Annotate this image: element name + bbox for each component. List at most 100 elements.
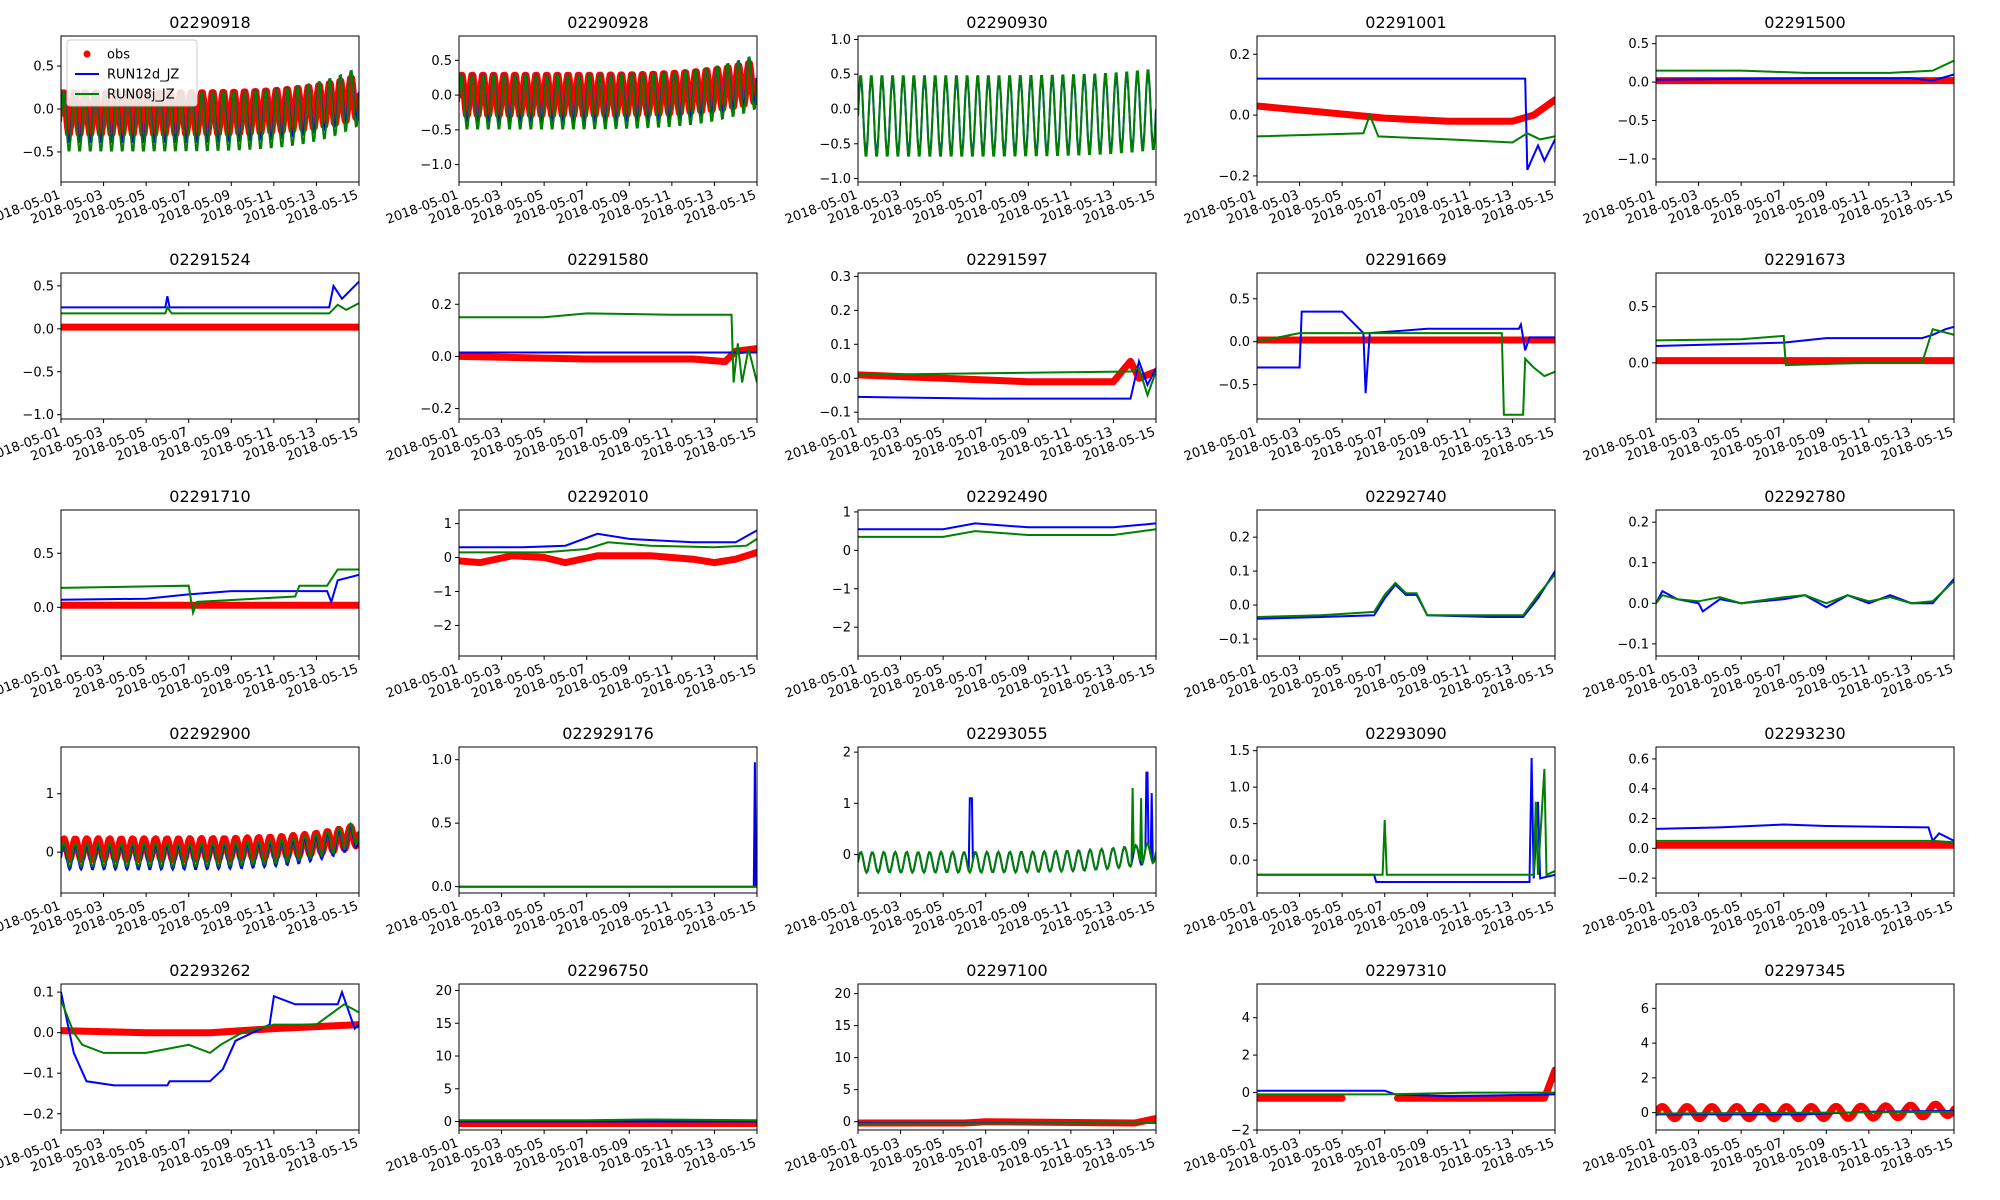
subplot-title: 02291001 (1365, 13, 1446, 32)
y-tick-label: −1.0 (819, 172, 851, 187)
series-RUN08j_JZ (1257, 1091, 1555, 1096)
subplot-title: 02291669 (1365, 250, 1446, 269)
axes-frame (458, 272, 758, 420)
y-tick-label: −0.2 (1617, 872, 1649, 887)
y-tick-label: 0 (843, 544, 851, 559)
y-tick-label: 1.0 (431, 753, 452, 768)
y-tick-label: 2 (843, 746, 851, 761)
subplot-02290918: 022909180.50.0−0.52018-05-012018-05-0320… (0, 13, 360, 228)
y-tick-label: 0.3 (830, 270, 851, 285)
axes-frame (1256, 35, 1556, 183)
axes-frame (1256, 983, 1556, 1131)
y-tick-label: 0.5 (1628, 300, 1649, 315)
y-tick-label: 0.2 (830, 304, 851, 319)
y-tick-label: −0.2 (1218, 169, 1250, 184)
series-RUN12d_JZ (858, 357, 1156, 400)
y-tick-label: 1 (46, 787, 54, 802)
y-tick-label: 5 (444, 1082, 452, 1097)
legend-label: obs (107, 48, 130, 63)
y-tick-label: −0.5 (420, 123, 452, 138)
y-tick-label: 10 (834, 1051, 851, 1066)
series-RUN08j_JZ (1257, 112, 1555, 144)
y-tick-label: 15 (834, 1019, 851, 1034)
y-tick-label: −0.5 (1218, 378, 1250, 393)
subplot-02291673: 022916730.50.02018-05-012018-05-032018-0… (1581, 250, 1955, 465)
subplot-02291500: 022915000.50.0−0.5−1.02018-05-012018-05-… (1581, 13, 1955, 228)
subplot-02290928: 022909280.50.0−0.5−1.02018-05-012018-05-… (384, 13, 758, 228)
series-RUN12d_JZ (1656, 73, 1954, 82)
axes-frame (1655, 509, 1955, 657)
series-obs (459, 345, 757, 366)
axes-frame (857, 746, 1157, 894)
y-tick-label: 0.0 (1229, 599, 1250, 614)
y-tick-label: −0.2 (420, 402, 452, 417)
y-tick-label: 0.5 (33, 279, 54, 294)
axes-frame (1256, 746, 1556, 894)
axes-frame (1256, 272, 1556, 420)
legend: obs RUN12d_JZ RUN08j_JZ (66, 39, 198, 107)
series-RUN12d_JZ (1257, 77, 1555, 171)
axes-frame (60, 272, 360, 420)
series-RUN08j_JZ (858, 1122, 1156, 1125)
y-tick-label: 0.4 (1628, 782, 1649, 797)
subplot-title: 02291524 (169, 250, 250, 269)
y-tick-label: 0.2 (1628, 812, 1649, 827)
y-tick-label: 0 (843, 848, 851, 863)
y-tick-label: 0.0 (1628, 356, 1649, 371)
series-RUN12d_JZ (61, 989, 359, 1087)
y-tick-label: 0 (843, 1115, 851, 1130)
series-RUN08j_JZ (1656, 1110, 1954, 1115)
y-tick-label: 1 (843, 505, 851, 520)
subplot-title: 02290930 (966, 13, 1047, 32)
y-tick-label: 0.1 (1628, 556, 1649, 571)
series-RUN12d_JZ (1656, 823, 1954, 843)
y-tick-label: −1.0 (420, 158, 452, 173)
series-RUN08j_JZ (61, 999, 359, 1055)
subplot-title: 022929176 (562, 724, 654, 743)
y-tick-label: −0.5 (22, 145, 54, 160)
legend-label: RUN12d_JZ (107, 68, 179, 83)
subplot-02291669: 022916690.50.0−0.52018-05-012018-05-0320… (1182, 250, 1556, 465)
y-tick-label: 1.5 (1229, 744, 1250, 759)
axes-frame (857, 983, 1157, 1131)
axes-frame (458, 35, 758, 183)
subplot-02291580: 022915800.20.0−0.22018-05-012018-05-0320… (384, 250, 758, 465)
subplot-02292900: 02292900102018-05-012018-05-032018-05-05… (0, 724, 360, 939)
axes-frame (1655, 35, 1955, 183)
series-RUN08j_JZ (858, 528, 1156, 538)
y-tick-label: 1 (843, 797, 851, 812)
subplot-title: 02292740 (1365, 487, 1446, 506)
y-tick-label: 5 (843, 1083, 851, 1098)
y-tick-label: 0.0 (1229, 854, 1250, 869)
y-tick-label: 0.0 (1229, 109, 1250, 124)
subplot-title: 02293262 (169, 961, 250, 980)
subplot-02293262: 022932620.10.0−0.1−0.22018-05-012018-05-… (0, 961, 360, 1176)
y-tick-label: 2 (1242, 1049, 1250, 1064)
subplot-02297310: 02297310420−22018-05-012018-05-032018-05… (1182, 961, 1556, 1176)
subplot-title: 02293055 (966, 724, 1047, 743)
y-tick-label: −1.0 (22, 408, 54, 423)
series-RUN08j_JZ (858, 69, 1156, 157)
y-tick-label: 0.0 (830, 372, 851, 387)
subplot-title: 02297345 (1764, 961, 1845, 980)
series-RUN08j_JZ (858, 366, 1156, 399)
y-tick-label: −2 (832, 621, 851, 636)
y-tick-label: 0 (46, 846, 54, 861)
subplot-title: 02297100 (966, 961, 1047, 980)
y-tick-label: −1 (832, 582, 851, 597)
y-tick-label: 4 (1242, 1011, 1250, 1026)
y-tick-label: −0.1 (1617, 637, 1649, 652)
y-tick-label: 4 (1641, 1037, 1649, 1052)
y-tick-label: 0.0 (1628, 76, 1649, 91)
series-obs (459, 548, 757, 567)
y-tick-label: 0.2 (1628, 516, 1649, 531)
y-tick-label: 20 (834, 987, 851, 1002)
subplot-02292780: 022927800.20.10.0−0.12018-05-012018-05-0… (1581, 487, 1955, 702)
y-tick-label: 0.5 (1229, 292, 1250, 307)
subplot-title: 02292900 (169, 724, 250, 743)
subplot-02291524: 022915240.50.0−0.5−1.02018-05-012018-05-… (0, 250, 360, 465)
subplot-title: 02293090 (1365, 724, 1446, 743)
subplot-02297100: 02297100201510502018-05-012018-05-032018… (783, 961, 1157, 1176)
y-tick-label: 0.5 (33, 60, 54, 75)
y-tick-label: 0.2 (1229, 48, 1250, 63)
